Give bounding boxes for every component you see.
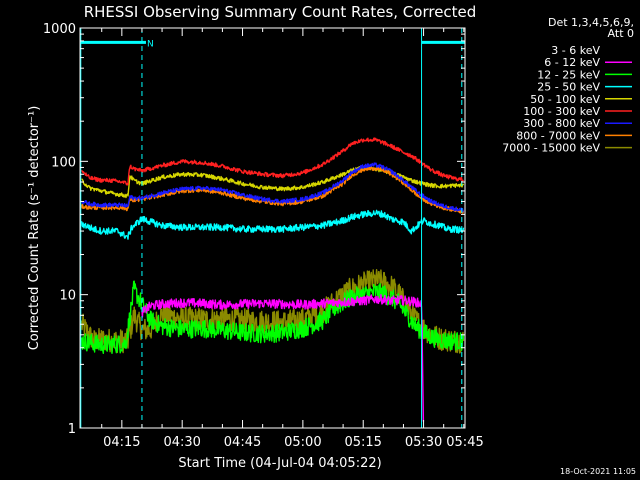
series-line-100-300-kev <box>80 137 464 186</box>
plot-frame <box>79 27 466 429</box>
legend-header-line-1: Det 1,3,4,5,6,9, <box>548 16 634 29</box>
x-tick-label-7: 05:45 <box>446 435 483 450</box>
series-line-3-6-kev <box>109 351 416 428</box>
legend-label-100-300-kev: 100 - 300 keV <box>523 105 600 118</box>
y-axis-label: Corrected Count Rate (s⁻¹ detector⁻¹) <box>27 106 42 351</box>
night-marker-label: N <box>147 39 154 49</box>
legend-label-300-800-kev: 300 - 800 keV <box>523 117 600 130</box>
series-line-50-100-kev <box>81 165 465 199</box>
x-tick-label-6: 05:30 <box>405 435 442 450</box>
x-axis-label: Start Time (04-Jul-04 04:05:22) <box>178 456 381 471</box>
legend-label-7000-15000-kev: 7000 - 15000 keV <box>502 142 600 155</box>
y-tick-label-2: 10 <box>59 289 76 304</box>
plot-area: N <box>80 28 465 428</box>
generation-timestamp: 18-Oct-2021 11:05 <box>560 467 636 476</box>
x-tick-label-5: 05:15 <box>344 435 381 450</box>
y-tick-label-4: 1000 <box>43 22 76 37</box>
x-tick-label-2: 04:30 <box>163 435 200 450</box>
y-axis: 1 10 100 1000 <box>43 22 465 437</box>
series-line-25-50-kev <box>80 209 465 240</box>
y-tick-label-3: 100 <box>51 155 76 170</box>
x-tick-label-3: 04:45 <box>224 435 261 450</box>
x-tick-label-1: 04:15 <box>103 435 140 450</box>
chart-title: RHESSI Observing Summary Count Rates, Co… <box>84 3 477 21</box>
x-tick-label-4: 05:00 <box>284 435 321 450</box>
legend-label-6-12-kev: 6 - 12 keV <box>544 56 600 69</box>
series-line-300-800-kev <box>81 162 464 213</box>
legend-label-3-6-kev: 3 - 6 keV <box>551 44 600 57</box>
legend-label-12-25-kev: 12 - 25 keV <box>537 68 600 81</box>
legend-header-line-2: Att 0 <box>608 27 634 40</box>
series-line-6-12-kev <box>141 294 425 422</box>
y-tick-label-1: 1 <box>68 422 76 437</box>
legend-label-50-100-kev: 50 - 100 keV <box>530 93 600 106</box>
series-layer <box>80 28 465 428</box>
x-axis: 04:15 04:30 04:45 05:00 05:15 05:30 05:45 <box>101 28 484 450</box>
legend-label-800-7000-kev: 800 - 7000 keV <box>516 129 600 142</box>
legend-label-25-50-kev: 25 - 50 keV <box>537 81 600 94</box>
